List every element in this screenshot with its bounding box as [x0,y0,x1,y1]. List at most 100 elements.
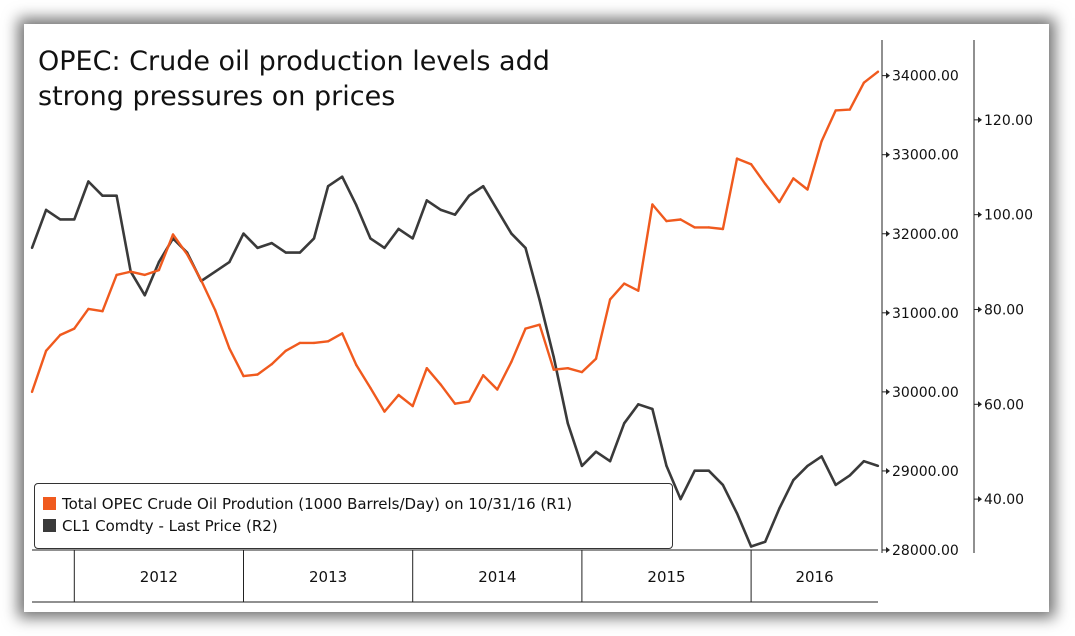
chart-title-line-2: strong pressures on prices [38,81,396,112]
opec-point [185,253,189,256]
cl1-point [651,407,654,411]
r1-tick-label: 29000.00 [892,464,959,480]
opec-point [270,363,273,366]
r1-tick-label: 34000.00 [892,69,959,85]
r1-tick-marker [886,547,890,553]
opec-point [820,140,823,143]
opec-point [679,218,682,221]
line-chart: 2012 2013 2014 2015 2016 28000.00 29000.00 3000… [30,40,1033,603]
opec-point [707,226,710,229]
opec-point [608,298,612,301]
opec-point [566,367,569,370]
opec-point [101,310,104,313]
cl1-point [679,497,682,501]
cl1-point [312,237,316,240]
cl1-point [101,194,104,197]
cl1-point [510,232,513,235]
opec-point [298,341,302,345]
chart-title: OPEC: Crude oil production levels add st… [38,44,638,114]
opec-point [735,157,739,160]
chart-panel: 2012 2013 2014 2015 2016 28000.00 29000.00 3000… [24,24,1049,612]
x-tick-label: 2012 [140,568,178,586]
legend-item-cl1: CL1 Comdty - Last Price (R2) [35,515,672,537]
opec-point [721,227,725,231]
cl1-point [467,194,471,197]
opec-point [129,270,132,273]
cl1-point [73,218,76,221]
r1-tick-marker [886,388,890,395]
r1-tick-marker [886,230,890,237]
opec-point [552,368,555,371]
opec-point [73,327,76,330]
opec-point [594,357,598,360]
r1-tick-label: 28000.00 [892,543,959,559]
r2-tick-marker [978,496,982,503]
opec-point [171,233,175,236]
chart-legend: Total OPEC Crude Oil Prodution (1000 Bar… [34,483,673,549]
cl1-point [862,460,866,463]
cl1-point [735,512,739,515]
cl1-point [876,464,880,468]
opec-point [834,109,837,112]
r1-tick-label: 33000.00 [892,148,959,164]
opec-point [623,282,626,285]
legend-item-opec: Total OPEC Crude Oil Prodution (1000 Bar… [35,493,672,515]
opec-point [482,374,485,377]
opec-point [806,188,809,191]
opec-point [637,289,640,292]
opec-point [312,341,316,345]
cl1-point [369,237,372,240]
opec-point [411,404,414,408]
opec-point [228,347,231,350]
cl1-point [397,227,400,231]
r2-tick-label: 80.00 [984,302,1024,318]
chart-frame: 2012 2013 2014 2015 2016 28000.00 29000.00 3000… [24,24,1049,612]
opec-point [580,370,584,374]
cl1-point [834,483,837,487]
opec-point [157,268,161,272]
opec-point [749,163,753,166]
cl1-point [552,355,555,359]
opec-point [496,388,499,391]
opec-point [693,226,696,229]
cl1-point [115,194,118,197]
cl1-point [298,251,302,254]
opec-point [665,219,668,223]
r1-tick-label: 31000.00 [892,306,959,322]
r1-tick-label: 30000.00 [892,385,959,401]
legend-swatch-cl1 [43,519,56,532]
cl1-point [848,474,851,477]
cl1-point [764,540,767,543]
r2-tick-label: 100.00 [984,208,1033,224]
cl1-point [721,483,725,487]
cl1-point [637,403,640,406]
opec-point [792,177,795,180]
r2-tick-label: 60.00 [984,397,1024,413]
opec-point [383,410,386,413]
r2-tick-label: 40.00 [984,492,1024,508]
opec-point [59,333,62,337]
cl1-point [806,464,809,468]
cl1-point [608,460,612,463]
opec-point [369,386,372,390]
cl1-point [214,270,217,273]
cl1-point [59,218,62,221]
cl1-point [87,180,90,183]
r1-tick-marker [886,309,890,316]
cl1-point [157,260,161,264]
r1-tick-label: 32000.00 [892,227,959,243]
r2-tick-marker [978,306,982,313]
opec-point [87,307,90,311]
cl1-point [566,422,569,425]
opec-point [778,200,781,204]
cl1-point [425,199,428,202]
opec-point [439,383,443,386]
cl1-point [284,251,287,254]
cl1-point [44,208,48,212]
opec-point [764,182,767,186]
opec-point [453,402,457,405]
x-tick-label: 2014 [478,568,516,586]
cl1-point [496,208,499,212]
opec-point [876,70,880,73]
cl1-point [143,294,146,297]
